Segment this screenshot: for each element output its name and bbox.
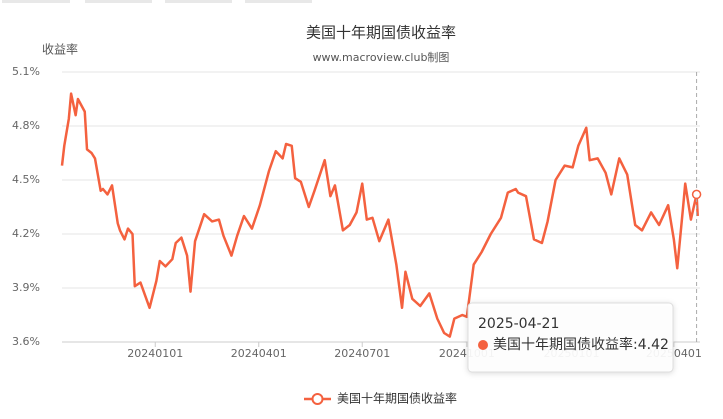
- tooltip-dot: [478, 340, 488, 350]
- y-tick-label: 4.8%: [12, 119, 40, 132]
- y-tick-label: 3.9%: [12, 281, 40, 294]
- tab[interactable]: [245, 0, 312, 3]
- tab[interactable]: [85, 0, 152, 3]
- x-tick-label: 20240701: [334, 347, 390, 360]
- chart-title: 美国十年期国债收益率: [306, 24, 456, 42]
- y-axis-label: 收益率: [42, 42, 78, 57]
- plot: [60, 92, 699, 338]
- line: [60, 92, 699, 338]
- x-tick-label: 20240401: [231, 347, 287, 360]
- y-tick-label: 4.2%: [12, 227, 40, 240]
- y-tick-label: 5.1%: [12, 65, 40, 78]
- tooltip: 2025-04-21 美国十年期国债收益率:4.42: [467, 72, 702, 373]
- tab[interactable]: [2, 0, 70, 3]
- legend-label: 美国十年期国债收益率: [337, 391, 457, 406]
- chart-subtitle: www.macroview.club制图: [313, 51, 450, 64]
- tooltip-value: 美国十年期国债收益率:4.42: [493, 336, 669, 353]
- y-tick-label: 4.5%: [12, 173, 40, 186]
- tooltip-box: [467, 302, 674, 373]
- y-tick-label: 3.6%: [12, 335, 40, 348]
- x-tick-label: 20240101: [127, 347, 183, 360]
- hover-point: [691, 189, 702, 200]
- tooltip-date: 2025-04-21: [478, 316, 559, 332]
- legend-marker: [311, 393, 324, 405]
- tab[interactable]: [165, 0, 232, 3]
- legend[interactable]: 美国十年期国债收益率: [304, 391, 457, 406]
